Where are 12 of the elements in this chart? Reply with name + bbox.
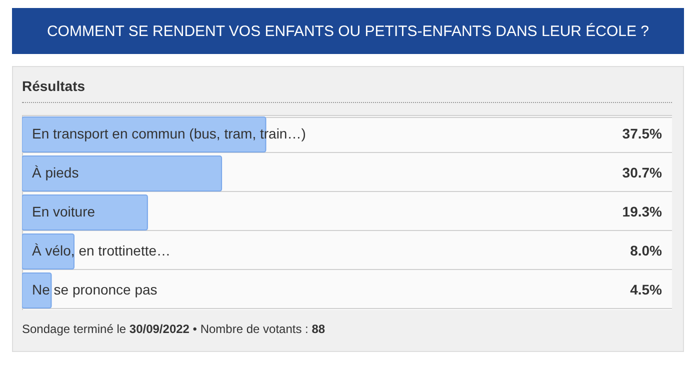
data-label: 19.3% — [622, 204, 663, 220]
y-tick-label: À pieds — [32, 164, 79, 180]
data-label: 8.0% — [630, 242, 663, 258]
data-label: 37.5% — [622, 126, 663, 142]
data-label: 30.7% — [622, 164, 663, 180]
y-tick-label: Ne se prononce pas — [32, 282, 158, 298]
chart-title: COMMENT SE RENDENT VOS ENFANTS OU PETITS-ENFANTS DANS LEUR ÉCOLE ? — [12, 8, 684, 54]
y-tick-label: En voiture — [32, 204, 96, 220]
data-label: 4.5% — [630, 282, 663, 298]
text: Sondage terminé le 30/09/2022 • Nombre de votants : 88 — [22, 322, 326, 336]
y-tick-label: À vélo, en trottinette… — [32, 242, 171, 258]
chart-subtitle: Résultats — [22, 78, 672, 103]
